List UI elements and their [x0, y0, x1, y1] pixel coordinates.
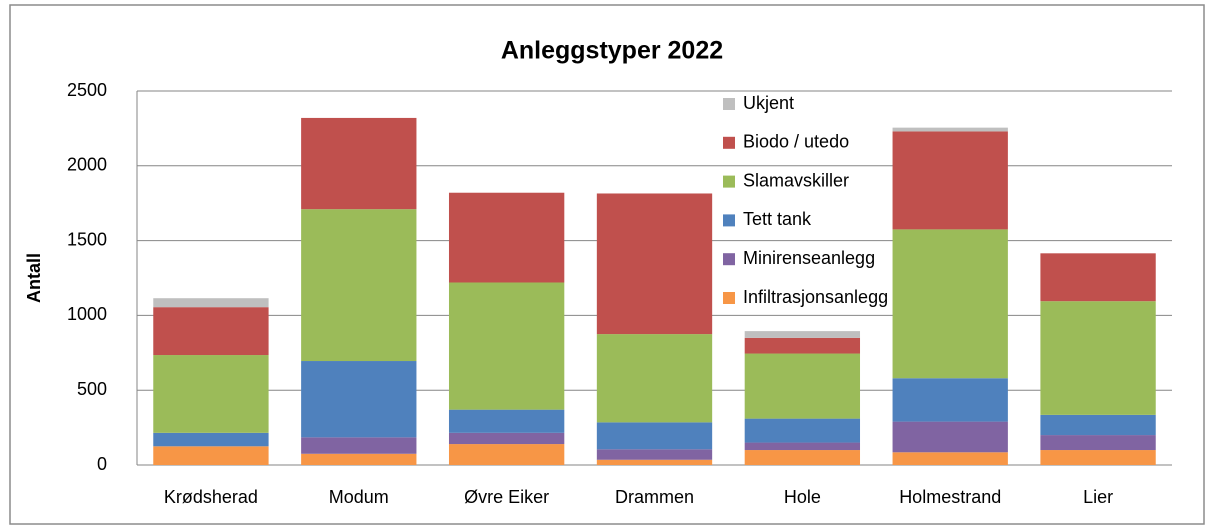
bar-segment: [744, 331, 861, 338]
bar-segment: [596, 449, 713, 460]
bar-segment: [744, 353, 861, 419]
legend-label: Infiltrasjonsanlegg: [743, 287, 888, 307]
bar-segment: [892, 421, 1008, 453]
bar-segment: [448, 192, 565, 283]
x-tick-label: Lier: [1083, 487, 1113, 507]
bar-segment: [1040, 414, 1156, 436]
legend-label: Minirenseanlegg: [743, 248, 875, 268]
bar-segment: [596, 422, 713, 450]
bar-segment: [596, 334, 713, 423]
bar-segment: [596, 459, 713, 465]
bar-segment: [153, 446, 269, 465]
y-tick-label: 500: [77, 379, 107, 399]
bar-segment: [892, 131, 1008, 230]
bar-segment: [892, 452, 1008, 465]
x-tick-label: Krødsherad: [164, 487, 258, 507]
bar-segment: [301, 117, 417, 210]
bar-segment: [448, 444, 565, 465]
bar-segment: [892, 378, 1008, 422]
x-tick-label: Holmestrand: [899, 487, 1001, 507]
legend-swatch: [723, 292, 735, 304]
chart-title: Anleggstyper 2022: [501, 37, 723, 65]
legend-label: Tett tank: [743, 209, 812, 229]
bar-segment: [744, 337, 861, 354]
bar-segment: [301, 453, 417, 465]
bar-segment: [1040, 301, 1156, 415]
bar-segment: [301, 437, 417, 454]
bar-segment: [448, 282, 565, 410]
y-axis-label: Antall: [24, 253, 44, 303]
bar-segment: [744, 450, 861, 465]
legend-label: Ukjent: [743, 93, 794, 113]
legend-swatch: [723, 175, 735, 188]
legend-swatch: [723, 214, 735, 227]
bar-segment: [596, 193, 713, 335]
bar-segment: [892, 229, 1008, 379]
bar-segment: [153, 298, 269, 308]
bar-segment: [892, 127, 1008, 132]
x-tick-label: Hole: [784, 487, 821, 507]
bar-segment: [448, 432, 565, 445]
bar-segment: [1040, 253, 1156, 302]
bar-segment: [1040, 450, 1156, 465]
bar-segment: [301, 361, 417, 438]
legend-label: Biodo / utedo: [743, 132, 849, 152]
x-tick-label: Modum: [329, 487, 389, 507]
bar-segment: [153, 307, 269, 356]
y-tick-label: 2500: [67, 80, 107, 100]
legend-swatch: [723, 98, 735, 110]
bar-segment: [153, 355, 269, 433]
legend-label: Slamavskiller: [743, 170, 849, 190]
y-tick-label: 2000: [67, 155, 107, 175]
y-tick-label: 1500: [67, 229, 107, 249]
bar-segment: [744, 418, 861, 443]
bar-segment: [1040, 435, 1156, 451]
bar-segment: [153, 432, 269, 447]
legend-swatch: [723, 253, 735, 266]
x-tick-label: Øvre Eiker: [464, 487, 549, 507]
bar-segment: [744, 442, 861, 451]
bar-segment: [301, 209, 417, 362]
legend-swatch: [723, 136, 735, 149]
bar-segment: [448, 409, 565, 433]
y-tick-label: 1000: [67, 304, 107, 324]
y-tick-label: 0: [97, 454, 107, 474]
x-tick-label: Drammen: [615, 487, 694, 507]
